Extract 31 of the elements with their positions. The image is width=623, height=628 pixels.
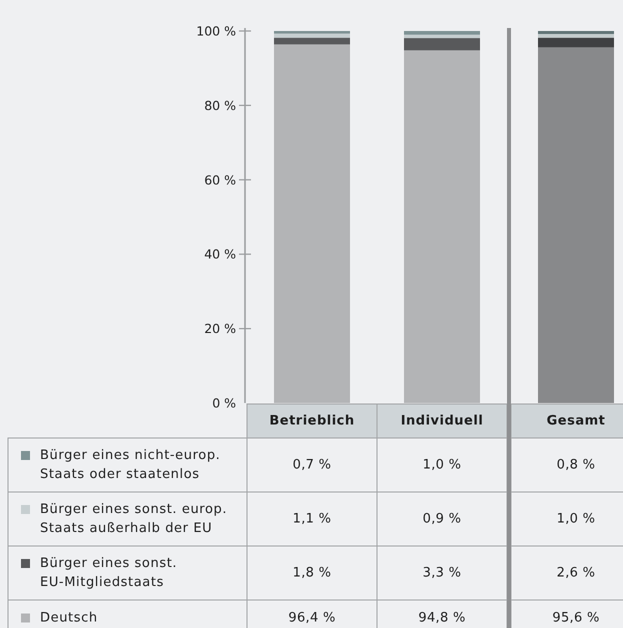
data-label: 3,3 % — [422, 566, 462, 580]
legend-label: Bürger eines sonst. EU-Mitgliedstaats — [40, 556, 178, 590]
bar — [274, 38, 350, 44]
data-label: 0,9 % — [422, 512, 462, 526]
bar — [274, 31, 350, 34]
data-label: 1,0 % — [556, 512, 596, 526]
y-tick-label: 40 % — [204, 246, 236, 262]
bar — [538, 38, 614, 48]
y-tick-label: 0 % — [212, 396, 236, 410]
y-tick-label: 80 % — [204, 98, 236, 113]
legend-label: Deutsch — [40, 610, 98, 626]
data-label: 1,8 % — [292, 566, 332, 580]
y-tick-label: 100 % — [196, 24, 236, 38]
data-label: 1,0 % — [422, 458, 462, 472]
x-tick-label: Gesamt — [546, 414, 606, 428]
legend-label: Bürger eines nicht-europ. Staats oder staatenlos — [40, 448, 220, 482]
data-label: 96,4 % — [288, 610, 336, 626]
data-label: 0,8 % — [556, 458, 596, 472]
x-tick-label: Individuell — [400, 414, 484, 428]
x-tick-label: Betrieblich — [269, 414, 355, 428]
data-label: 2,6 % — [556, 566, 596, 580]
data-label: 1,1 % — [292, 512, 332, 526]
data-label: 95,6 % — [552, 610, 600, 626]
y-tick-label: 20 % — [204, 321, 236, 336]
bar — [274, 34, 350, 38]
bar — [538, 31, 614, 34]
data-label: 0,7 % — [292, 458, 332, 472]
y-tick-label: 60 % — [204, 172, 236, 188]
legend-label: Bürger eines sonst. europ. Staats außerhalb der EU — [40, 502, 228, 536]
bar — [538, 34, 614, 38]
data-label: 94,8 % — [418, 610, 466, 626]
